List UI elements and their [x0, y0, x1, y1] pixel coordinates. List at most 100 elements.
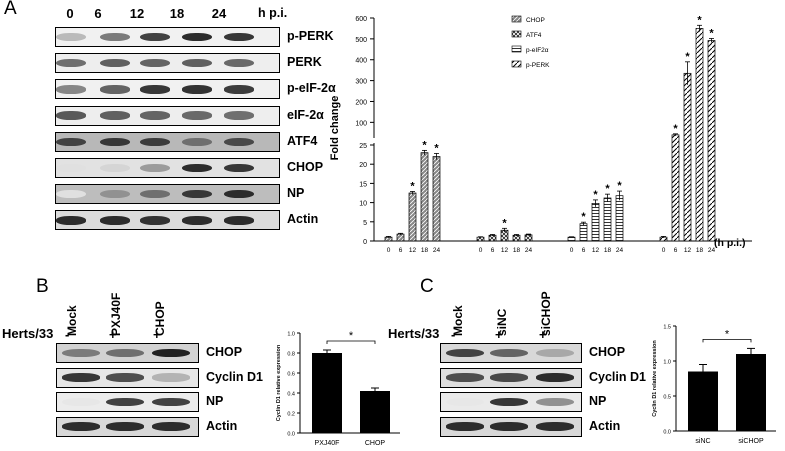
- legend-label: CHOP: [526, 17, 545, 24]
- y-tick-label: 1.0: [287, 332, 295, 338]
- protein-band: [536, 397, 574, 407]
- bar: [736, 354, 766, 431]
- protein-band: [140, 111, 170, 120]
- y-tick-label: 10: [359, 201, 367, 208]
- protein-band: [62, 397, 100, 407]
- blot-row-eif-2-: [55, 105, 280, 126]
- protein-band: [182, 189, 212, 199]
- protein-band: [140, 216, 170, 225]
- band-label: NP: [589, 394, 607, 408]
- bar: [695, 28, 704, 242]
- legend-swatch: [511, 30, 522, 38]
- lane-sign: +: [109, 327, 117, 342]
- y-tick-label: 1.5: [663, 325, 671, 331]
- protein-band: [536, 348, 574, 358]
- protein-band: [106, 348, 144, 358]
- protein-band: [140, 58, 170, 68]
- protein-band: [62, 422, 100, 431]
- blot-row-chop: [56, 343, 199, 363]
- band-label: CHOP: [287, 160, 324, 174]
- x-tick-label: 6: [491, 247, 495, 253]
- lane-label-18: 18: [169, 6, 185, 21]
- y-tick-label: 0.0: [287, 432, 295, 438]
- y-tick-label: 0.8: [287, 352, 295, 358]
- y-tick-label: 500: [355, 37, 367, 44]
- y-axis-label: Cyclin D1 relative expression: [276, 344, 282, 421]
- protein-band: [224, 137, 254, 146]
- significance-star: *: [349, 330, 354, 342]
- significance-star: *: [410, 180, 415, 192]
- significance-star: *: [685, 51, 690, 63]
- protein-band: [56, 189, 86, 199]
- protein-band: [152, 348, 190, 358]
- x-tick-label: 0: [662, 247, 666, 253]
- y-tick-label: 5: [363, 220, 367, 227]
- panel-letter-c: C: [420, 276, 434, 297]
- bar: [671, 134, 680, 242]
- blot-row-cyclin-d1: [440, 367, 582, 388]
- band-label: PERK: [287, 55, 322, 70]
- bar: [603, 197, 612, 242]
- lane-label-12: 12: [129, 6, 145, 21]
- protein-band: [100, 58, 130, 68]
- bar: [579, 223, 588, 242]
- significance-star: *: [617, 180, 622, 192]
- y-tick-label: 0.4: [287, 392, 295, 398]
- protein-band: [56, 32, 86, 42]
- protein-band: [100, 85, 130, 94]
- protein-band: [446, 397, 484, 407]
- protein-band: [490, 348, 528, 358]
- lane-sign: +: [153, 327, 161, 342]
- blot-row-p-eif-2-: [55, 79, 280, 100]
- x-tick-label: 0: [479, 247, 483, 253]
- x-tick-label: siNC: [695, 438, 710, 445]
- protein-band: [140, 163, 170, 173]
- y-tick-label: 0: [363, 239, 367, 246]
- x-tick-label: 18: [604, 247, 612, 253]
- legend-label: p-PERK: [526, 62, 550, 69]
- lane-sign: +: [539, 327, 547, 342]
- protein-band: [56, 111, 86, 120]
- x-tick-label: 6: [399, 247, 403, 253]
- blot-row-actin: [55, 210, 280, 231]
- protein-band: [446, 422, 484, 431]
- protein-band: [140, 85, 170, 94]
- protein-band: [490, 422, 528, 431]
- protein-band: [100, 163, 130, 173]
- legend-swatch: [511, 60, 522, 68]
- blot-row-chop: [55, 158, 280, 178]
- lane-sign: +: [495, 327, 503, 342]
- y-tick-label: 600: [355, 16, 367, 23]
- x-tick-label: 6: [582, 247, 586, 253]
- protein-band: [56, 163, 86, 173]
- protein-band: [446, 348, 484, 358]
- legend-swatch: [511, 15, 522, 23]
- significance-bracket: [702, 339, 752, 343]
- band-label: Actin: [287, 212, 319, 227]
- bar: [476, 236, 485, 242]
- y-tick-label: 0.2: [287, 412, 295, 418]
- bar: [360, 391, 390, 433]
- y-axis-label: Cyclin D1 relative expression: [652, 340, 658, 417]
- row-label-b: Herts/33: [2, 326, 54, 341]
- x-tick-label: 24: [708, 247, 716, 253]
- protein-band: [182, 111, 212, 120]
- protein-band: [182, 58, 212, 68]
- significance-star: *: [434, 142, 439, 154]
- y-tick-label: 300: [355, 79, 367, 86]
- protein-band: [62, 348, 100, 358]
- protein-band: [536, 422, 574, 431]
- protein-band: [100, 189, 130, 199]
- protein-band: [106, 373, 144, 382]
- lane-label-6: 6: [94, 6, 102, 21]
- band-label: CHOP: [589, 345, 626, 359]
- panel-letter-a: A: [4, 0, 17, 19]
- protein-band: [224, 32, 254, 42]
- bar: [567, 236, 576, 242]
- significance-star: *: [581, 211, 586, 223]
- bar: [312, 353, 342, 433]
- legend-label: ATF4: [526, 32, 542, 39]
- significance-star: *: [673, 123, 678, 135]
- significance-star: *: [502, 217, 507, 229]
